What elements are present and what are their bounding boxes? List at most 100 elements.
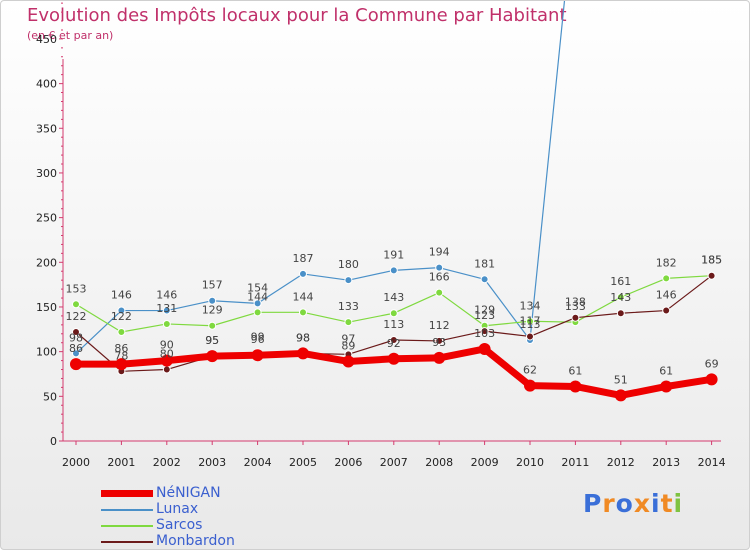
data-point-lunax (72, 349, 80, 358)
data-label-sarcos: 144 (293, 290, 314, 303)
data-point-nenigan (160, 354, 173, 367)
data-point-monbardon (526, 332, 534, 341)
y-tick-label: 400 (36, 78, 57, 91)
data-label-monbardon: 112 (429, 319, 450, 332)
data-point-monbardon (72, 327, 80, 336)
x-tick-label: 2012 (607, 456, 635, 469)
data-label-sarcos: 129 (202, 304, 223, 317)
data-point-lunax (435, 263, 444, 272)
data-label-nenigan: 62 (523, 364, 537, 377)
data-label-monbardon: 80 (160, 348, 174, 361)
y-tick-label: 150 (36, 301, 57, 314)
data-point-sarcos (117, 327, 126, 336)
data-label-sarcos: 182 (656, 256, 677, 269)
data-label-lunax: 194 (429, 246, 450, 259)
x-tick-label: 2011 (561, 456, 589, 469)
data-label-monbardon: 117 (520, 314, 541, 327)
legend-swatch-lunax (101, 509, 153, 511)
data-point-monbardon (389, 336, 398, 345)
data-label-monbardon: 97 (341, 332, 355, 345)
y-tick-label: 300 (36, 167, 57, 180)
data-label-sarcos: 143 (383, 291, 404, 304)
data-point-nenigan (660, 380, 673, 393)
data-label-sarcos: 133 (338, 300, 359, 313)
data-point-sarcos (162, 319, 171, 328)
data-label-monbardon: 98 (296, 331, 310, 344)
data-label-nenigan: 51 (614, 373, 628, 386)
data-point-lunax (389, 266, 398, 275)
logo-letter: o (615, 489, 634, 518)
data-label-nenigan: 93 (432, 336, 446, 349)
data-label-lunax: 181 (474, 257, 495, 270)
data-point-monbardon (616, 309, 625, 318)
y-tick-label: 100 (36, 346, 57, 359)
data-point-lunax (208, 296, 217, 305)
proxiti-logo: Proxiti (583, 489, 683, 518)
logo-letter: i (673, 489, 684, 518)
data-label-lunax: 146 (156, 289, 177, 302)
data-point-sarcos (253, 308, 262, 317)
data-label-lunax: 157 (202, 279, 223, 292)
data-label-monbardon: 78 (114, 349, 128, 362)
data-point-lunax (480, 275, 489, 284)
data-label-lunax: 180 (338, 258, 359, 271)
x-tick-label: 2000 (62, 456, 90, 469)
line-chart: 0501001502002503003504004505005506006502… (36, 1, 726, 469)
data-label-monbardon: 185 (701, 254, 722, 267)
y-tick-label: 0 (50, 435, 57, 448)
data-label-monbardon: 123 (474, 309, 495, 322)
data-label-sarcos: 144 (247, 290, 268, 303)
data-point-nenigan (569, 380, 582, 393)
data-point-nenigan (524, 379, 536, 392)
legend-swatch-monbardon (101, 541, 153, 543)
data-label-nenigan: 96 (251, 333, 265, 346)
data-point-sarcos (72, 300, 80, 309)
logo-letter: r (602, 489, 616, 518)
data-point-monbardon (480, 327, 489, 336)
logo-letter: P (583, 489, 603, 518)
data-label-nenigan: 69 (705, 357, 719, 370)
data-label-nenigan: 98 (296, 331, 310, 344)
x-tick-label: 2010 (516, 456, 544, 469)
data-label-monbardon: 143 (610, 291, 631, 304)
data-point-sarcos (208, 321, 217, 330)
data-point-nenigan (206, 350, 219, 363)
data-point-nenigan (115, 358, 128, 371)
data-label-nenigan: 86 (114, 342, 128, 355)
data-label-lunax: 98 (69, 331, 83, 344)
data-point-lunax (162, 306, 171, 315)
x-tick-label: 2005 (289, 456, 317, 469)
y-tick-label: 250 (36, 212, 57, 225)
data-label-monbardon: 138 (565, 296, 586, 309)
data-label-nenigan: 95 (205, 334, 219, 347)
data-point-nenigan (342, 355, 355, 368)
data-label-sarcos: 134 (520, 299, 541, 312)
x-tick-label: 2009 (471, 456, 499, 469)
data-point-nenigan (297, 347, 309, 360)
data-point-monbardon (571, 313, 580, 322)
data-label-nenigan: 61 (659, 364, 673, 377)
y-tick-label: 50 (43, 390, 57, 403)
data-point-sarcos (662, 274, 671, 283)
x-tick-label: 2006 (334, 456, 362, 469)
data-point-nenigan (705, 373, 718, 386)
legend-label-lunax: Lunax (156, 501, 199, 517)
chart-title: Evolution des Impôts locaux pour la Comm… (27, 5, 567, 26)
data-label-nenigan: 90 (160, 339, 174, 352)
chart-subtitle: (en € et par an) (27, 29, 114, 42)
x-tick-label: 2014 (698, 456, 726, 469)
logo-letter: i (651, 489, 661, 518)
data-point-sarcos (389, 309, 398, 318)
data-label-sarcos: 166 (429, 271, 450, 284)
data-label-monbardon: 99 (251, 331, 265, 344)
data-label-sarcos: 133 (565, 300, 586, 313)
data-label-monbardon: 146 (656, 289, 677, 302)
data-label-sarcos: 153 (66, 282, 87, 295)
legend-label-nenigan: NéNIGAN (156, 485, 221, 501)
data-point-nenigan (251, 349, 264, 362)
data-point-nenigan (387, 352, 400, 365)
logo-letter: t (660, 489, 674, 518)
data-point-lunax (344, 276, 353, 285)
legend-label-monbardon: Monbardon (156, 533, 235, 549)
